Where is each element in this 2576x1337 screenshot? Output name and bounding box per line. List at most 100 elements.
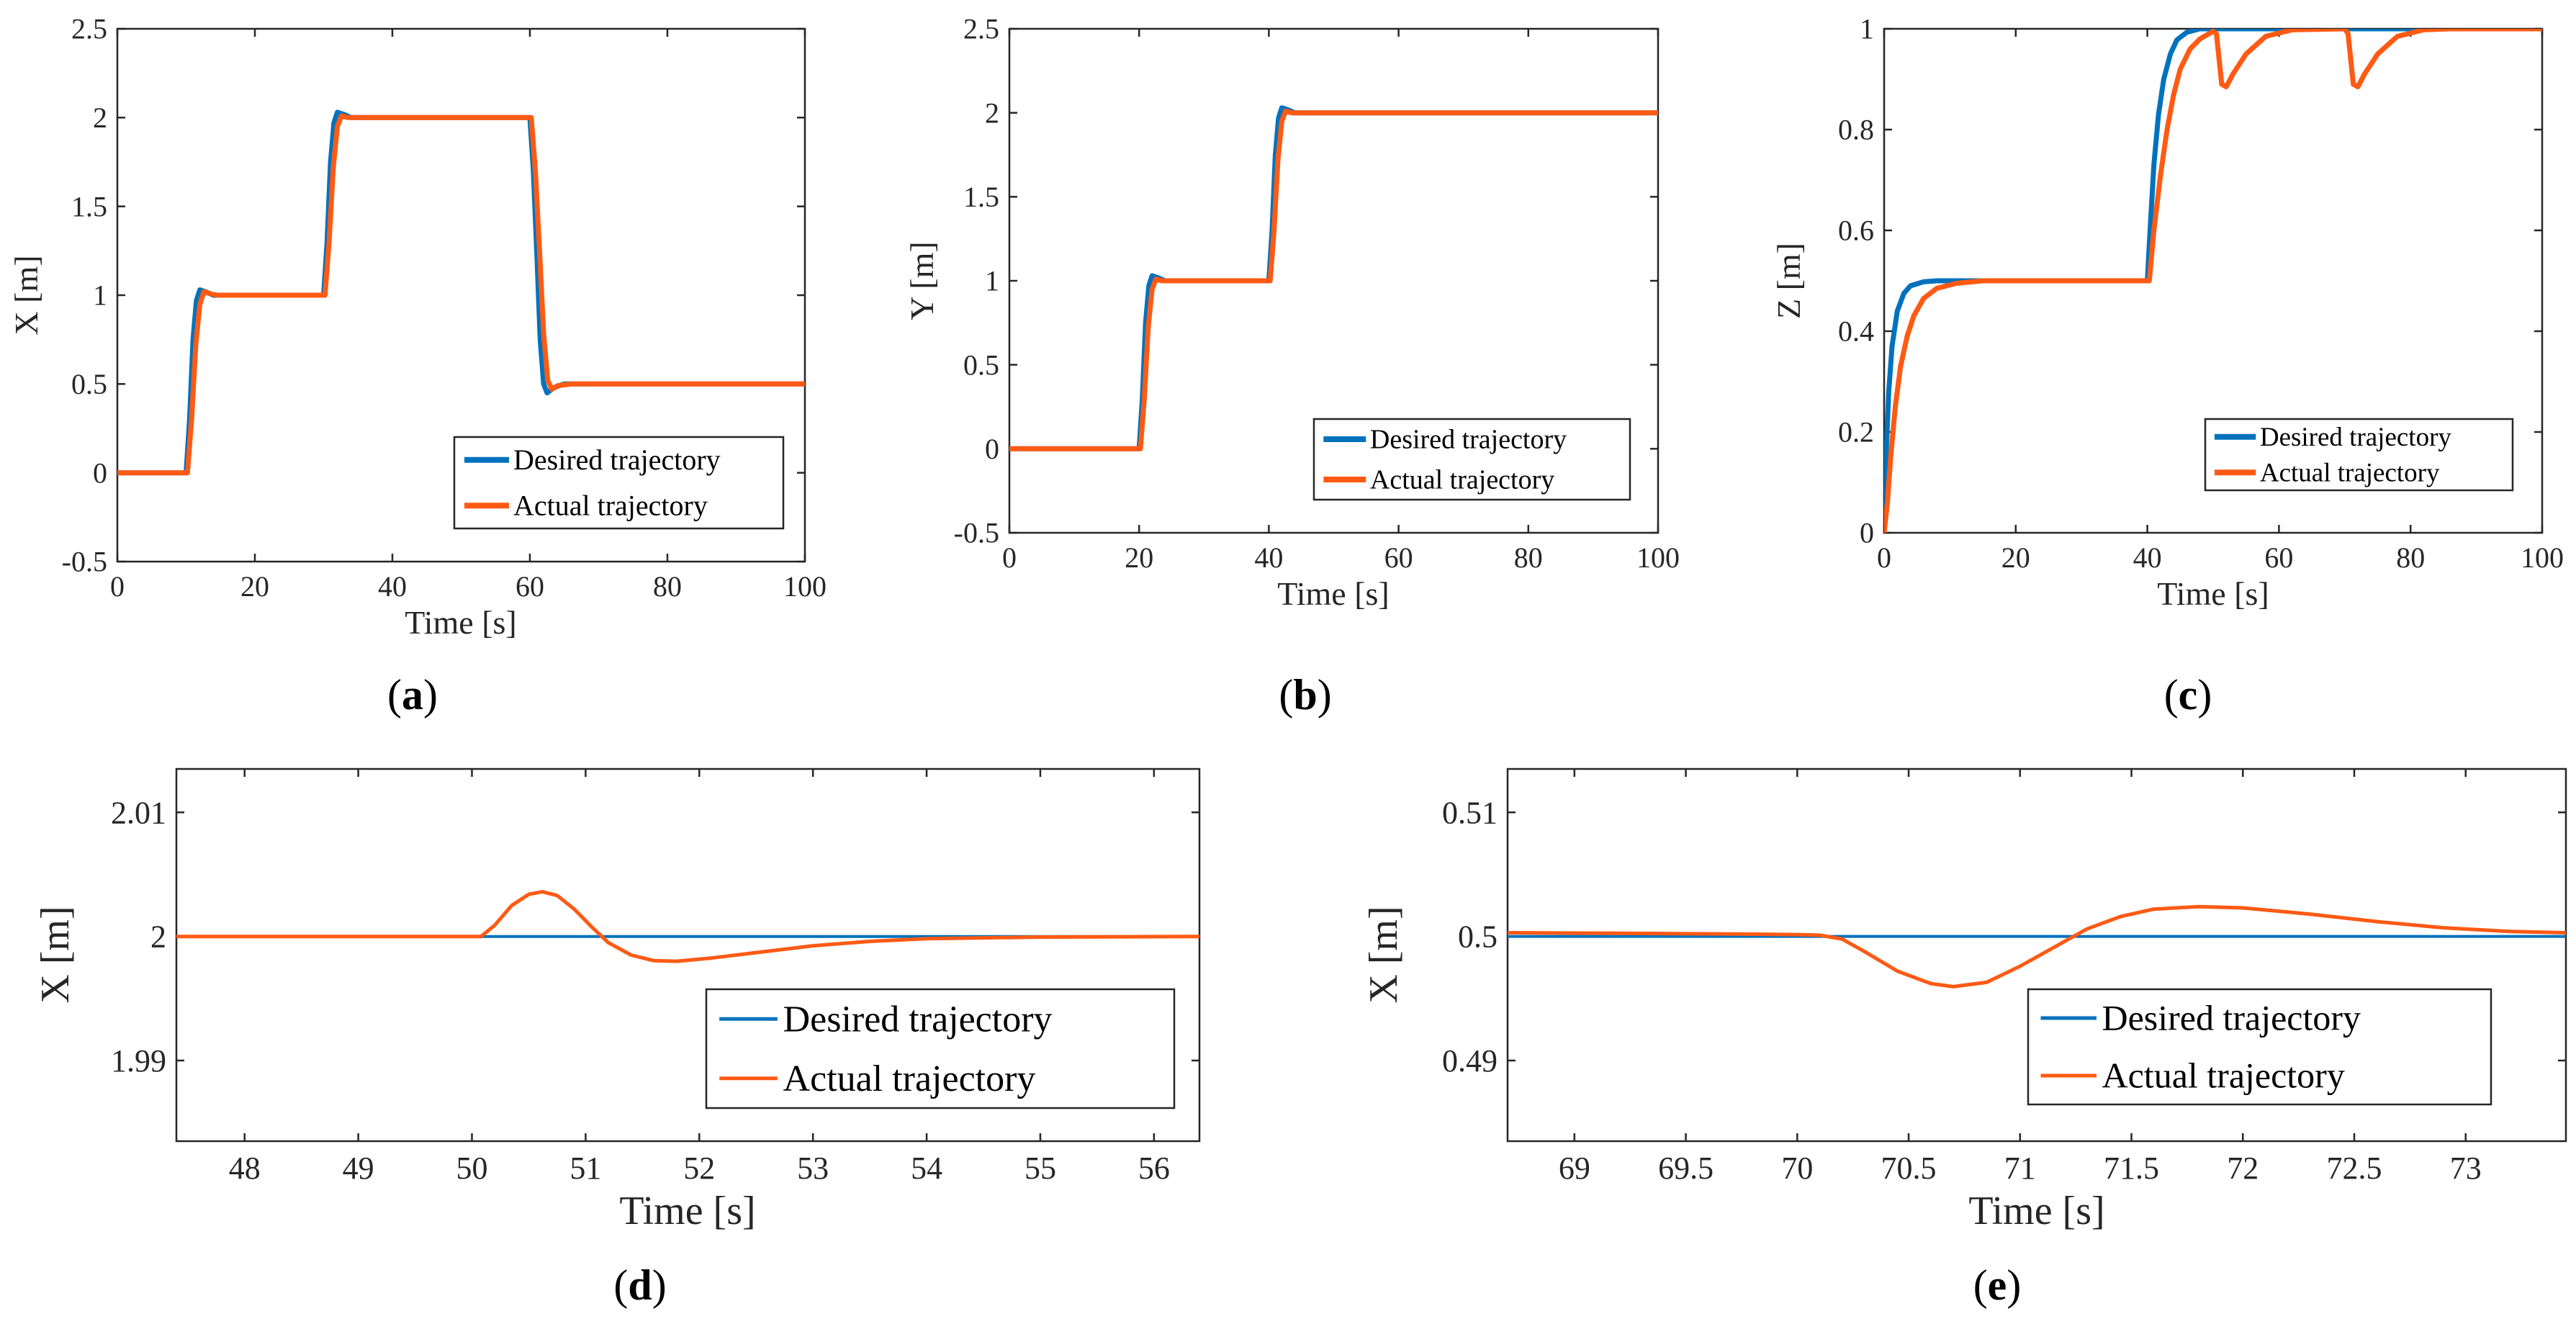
y-tick-label: 2 [93,102,107,134]
x-tick-label: 70.5 [1881,1151,1937,1186]
y-tick-label: 0.8 [1838,114,1874,146]
caption-open-paren: ( [1973,1261,1988,1309]
legend: Desired trajectory Actual trajectory [453,436,785,530]
x-tick-label: 72.5 [2327,1151,2382,1186]
x-tick-label: 52 [683,1151,715,1186]
y-tick-label: 0.5 [1458,919,1498,955]
caption-letter: a [402,671,423,719]
y-tick-label: 1 [1860,13,1874,45]
legend-desired-label: Desired trajectory [783,999,1053,1040]
x-tick-label: 0 [1002,541,1017,574]
legend: Desired trajectory Actual trajectory [2027,988,2492,1106]
x-tick-label: 51 [569,1151,601,1186]
caption-close-paren: ) [423,671,438,719]
y-tick-label: 0.49 [1442,1043,1498,1079]
y-tick-label: 1 [93,279,107,312]
x-axis-label: Time [s] [1968,1189,2104,1233]
y-tick-label: 0 [93,456,107,489]
y-tick-label: 1.5 [71,190,107,222]
actual-trajectory-line [1884,29,2542,533]
y-tick-label: -0.5 [62,546,107,578]
y-axis-label: Y [m] [904,241,940,320]
y-tick-label: 0.2 [1838,416,1874,449]
legend-actual-label: Actual trajectory [2102,1055,2345,1096]
y-axis-label: X [m] [33,906,78,1003]
x-tick-label: 50 [456,1151,488,1186]
x-tick-label: 0 [1877,541,1891,574]
caption-letter: d [628,1261,652,1309]
caption-open-paren: ( [387,671,402,719]
y-tick-label: 0 [985,433,999,465]
actual-trajectory-line [176,890,1199,963]
x-tick-label: 100 [783,570,827,603]
x-tick-label: 70 [1781,1151,1813,1186]
x-tick-label: 80 [2396,541,2425,574]
panel-caption: (c) [2164,671,2212,719]
x-tick-label: 40 [378,570,407,603]
x-tick-label: 100 [1636,541,1680,574]
y-tick-label: 0.5 [71,368,107,400]
panel-d: 48 49 50 51 52 53 54 55 56 1.99 2 2.01 Time [s] X [m]… [33,767,1201,1309]
legend-desired-label: Desired trajectory [1370,425,1567,455]
x-tick-label: 56 [1138,1151,1170,1186]
y-tick-label: 0.4 [1838,315,1874,348]
legend-box [2027,988,2492,1106]
x-tick-label: 60 [2264,541,2293,574]
x-tick-label: 54 [911,1151,942,1186]
panel-caption: (a) [387,671,438,719]
legend-actual-label: Actual trajectory [2260,458,2440,487]
caption-close-paren: ) [2007,1261,2021,1309]
x-tick-label: 48 [229,1151,261,1186]
x-tick-label: 40 [2133,541,2162,574]
legend-box [453,436,785,530]
y-tick-label: 0 [1860,517,1874,549]
y-tick-label: 2 [985,96,999,129]
y-tick-label: 2.5 [71,13,107,45]
y-tick-label: 1 [985,265,999,297]
y-tick-label: 1.99 [111,1043,166,1079]
panel-caption: (e) [1973,1261,2022,1309]
legend-box [1312,418,1631,501]
legend: Desired trajectory Actual trajectory [2204,418,2514,492]
y-tick-label: 2.01 [111,795,166,830]
y-tick-label: 2.5 [963,13,999,45]
x-tick-label: 40 [1254,541,1283,574]
x-tick-label: 20 [2001,541,2030,574]
x-axis-label: Time [s] [405,604,517,641]
legend-box [705,988,1176,1109]
legend-desired-label: Desired trajectory [513,444,721,476]
panel-e: 69 69.5 70 70.5 71 71.5 72 72.5 73 0.49 0.5 0.51 Tim… [1361,767,2567,1309]
panel-caption: (d) [613,1261,666,1309]
x-tick-label: 71.5 [2104,1151,2159,1186]
x-tick-label: 80 [653,570,682,603]
actual-trajectory-line [1009,108,1658,451]
x-tick-label: 100 [2521,541,2564,574]
caption-open-paren: ( [1279,671,1293,719]
legend-actual-label: Actual trajectory [783,1058,1036,1099]
legend: Desired trajectory Actual trajectory [1312,418,1631,501]
x-tick-label: 72 [2227,1151,2258,1186]
caption-letter: b [1293,671,1317,719]
y-tick-label: 1.5 [963,181,999,213]
x-tick-label: 49 [343,1151,374,1186]
y-axis-label: X [m] [1361,906,1406,1003]
x-tick-label: 80 [1514,541,1543,574]
caption-close-paren: ) [1318,671,1332,719]
x-tick-label: 53 [797,1151,829,1186]
caption-letter: e [1988,1261,2007,1309]
x-tick-label: 20 [1125,541,1153,574]
x-tick-label: 55 [1024,1151,1056,1186]
legend: Desired trajectory Actual trajectory [705,988,1176,1109]
caption-letter: c [2179,671,2198,719]
caption-close-paren: ) [652,1261,667,1309]
panel-c: 0 20 40 60 80 100 0 0.2 0.4 0.6 0.8 1 Time [s] Z [m] D… [1770,13,2564,719]
caption-close-paren: ) [2197,671,2212,719]
y-tick-label: -0.5 [954,517,999,549]
actual-trajectory-line [117,113,805,476]
legend-box [2204,418,2514,492]
x-tick-label: 71 [2004,1151,2036,1186]
y-tick-label: 0.6 [1838,215,1874,247]
actual-trajectory-line [1508,904,2566,989]
